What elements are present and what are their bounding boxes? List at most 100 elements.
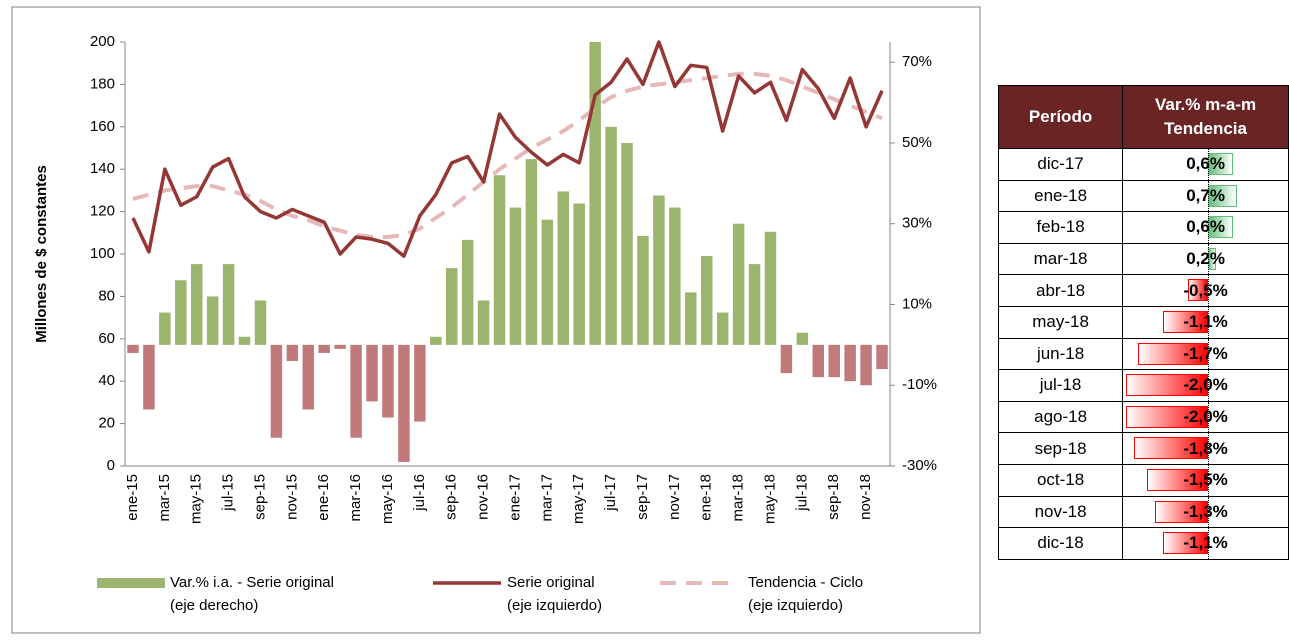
zero-axis bbox=[1208, 528, 1210, 559]
bar bbox=[716, 312, 729, 345]
bar bbox=[430, 336, 442, 345]
y-tick-label: 80 bbox=[98, 287, 115, 304]
bar bbox=[302, 344, 315, 410]
x-tick-label: nov-15 bbox=[283, 474, 300, 520]
y2-tick-label: 30% bbox=[902, 215, 932, 232]
x-tick-label: jul-15 bbox=[220, 474, 237, 512]
x-tick-label: may-15 bbox=[188, 474, 205, 524]
bar bbox=[382, 344, 394, 418]
value-cell: -2,0% bbox=[1122, 400, 1289, 434]
value-cell: 0,6% bbox=[1122, 148, 1289, 181]
table-row: dic-18 -1,1% bbox=[997, 527, 1289, 560]
period-cell: jun-18 bbox=[997, 337, 1124, 371]
period-cell: ago-18 bbox=[997, 400, 1124, 434]
x-tick-label: ene-16 bbox=[315, 474, 332, 521]
zero-axis bbox=[1208, 370, 1210, 401]
zero-axis bbox=[1208, 275, 1210, 306]
value-label: 0,7% bbox=[1186, 185, 1225, 205]
period-cell: feb-18 bbox=[997, 211, 1124, 244]
x-tick-label: sep-18 bbox=[825, 474, 842, 520]
bar bbox=[525, 159, 538, 345]
y-tick-label: 200 bbox=[90, 33, 115, 50]
legend-label: Var.% i.a. - Serie original (eje derecho… bbox=[170, 574, 334, 614]
bar bbox=[206, 296, 219, 345]
bar bbox=[685, 292, 697, 345]
x-tick-label: nov-18 bbox=[857, 474, 874, 520]
value-label: 0,2% bbox=[1186, 249, 1225, 269]
x-tick-label: may-16 bbox=[379, 474, 396, 524]
y-tick-label: 20 bbox=[98, 415, 115, 432]
y2-tick-label: 70% bbox=[902, 53, 932, 70]
period-cell: abr-18 bbox=[997, 274, 1124, 307]
value-label: 0,6% bbox=[1186, 154, 1225, 174]
value-label: -1,1% bbox=[1183, 312, 1228, 332]
value-cell: -1,3% bbox=[1122, 495, 1289, 529]
data-bar bbox=[1126, 374, 1209, 397]
y2-tick-label: 10% bbox=[902, 295, 932, 312]
value-label: -1,5% bbox=[1183, 470, 1228, 490]
bar bbox=[876, 344, 888, 370]
x-tick-label: jul-18 bbox=[793, 474, 810, 512]
value-cell: -1,8% bbox=[1122, 432, 1289, 465]
line bbox=[131, 40, 884, 258]
zero-axis bbox=[1208, 149, 1210, 180]
bar bbox=[605, 126, 617, 345]
table-row: sep-18 -1,8% bbox=[997, 432, 1289, 465]
x-tick-label: ene-15 bbox=[124, 474, 141, 521]
x-tick-label: mar-17 bbox=[538, 474, 555, 522]
y-tick-label: 180 bbox=[90, 75, 115, 92]
bar bbox=[637, 235, 649, 345]
y-tick-label: 40 bbox=[98, 372, 115, 389]
bar bbox=[175, 280, 187, 345]
bar bbox=[621, 142, 633, 345]
table-row: ago-18 -2,0% bbox=[997, 400, 1289, 434]
x-tick-label: jul-17 bbox=[602, 474, 619, 512]
bar bbox=[589, 42, 601, 345]
value-label: -1,1% bbox=[1183, 533, 1228, 553]
table-row: may-18 -1,1% bbox=[997, 305, 1289, 339]
table-row: jun-18 -1,7% bbox=[997, 337, 1289, 371]
bar bbox=[796, 332, 809, 345]
bar bbox=[127, 344, 139, 353]
period-cell: dic-18 bbox=[997, 527, 1124, 560]
value-cell: 0,7% bbox=[1122, 179, 1289, 213]
value-cell: -0,5% bbox=[1122, 274, 1289, 307]
bar bbox=[477, 300, 490, 345]
x-tick-label: nov-16 bbox=[475, 474, 492, 520]
bar bbox=[573, 203, 585, 345]
value-cell: -1,1% bbox=[1122, 527, 1289, 560]
bar bbox=[254, 300, 267, 345]
bar bbox=[350, 344, 362, 438]
table-row: oct-18 -1,5% bbox=[997, 463, 1289, 497]
period-cell: mar-18 bbox=[997, 242, 1124, 276]
table-row: nov-18 -1,3% bbox=[997, 495, 1289, 529]
x-tick-label: ene-17 bbox=[506, 474, 523, 521]
bar bbox=[764, 231, 777, 345]
value-label: -1,3% bbox=[1183, 501, 1228, 521]
y-tick-label: 100 bbox=[90, 245, 115, 262]
bar bbox=[222, 264, 235, 345]
value-cell: -1,7% bbox=[1122, 337, 1289, 371]
bar bbox=[286, 344, 299, 362]
value-label: -1,7% bbox=[1183, 343, 1228, 363]
bar bbox=[732, 223, 745, 345]
period-cell: dic-17 bbox=[997, 148, 1124, 181]
y2-tick-label: -30% bbox=[902, 457, 937, 474]
bar bbox=[461, 239, 474, 345]
x-tick-label: mar-18 bbox=[730, 474, 747, 522]
bar bbox=[557, 191, 570, 345]
y-tick-label: 0 bbox=[107, 457, 115, 474]
table-row: ene-18 0,7% bbox=[997, 179, 1289, 213]
bar bbox=[270, 344, 283, 438]
y2-tick-label: -10% bbox=[902, 376, 937, 393]
value-label: -2,0% bbox=[1183, 375, 1228, 395]
bar bbox=[318, 344, 330, 353]
data-bar bbox=[1134, 437, 1209, 460]
zero-axis bbox=[1208, 180, 1210, 212]
value-label: -0,5% bbox=[1183, 280, 1228, 300]
bar bbox=[445, 268, 458, 345]
zero-axis bbox=[1208, 401, 1210, 433]
legend-label: Tendencia - Ciclo (eje izquierdo) bbox=[748, 574, 864, 614]
